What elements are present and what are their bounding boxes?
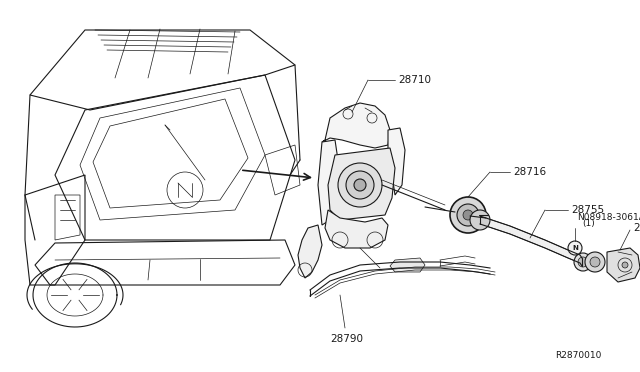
Text: 28710: 28710 (398, 75, 431, 85)
Polygon shape (325, 210, 388, 248)
Circle shape (568, 241, 582, 255)
Polygon shape (390, 258, 425, 272)
Circle shape (354, 179, 366, 191)
Polygon shape (388, 128, 405, 195)
Circle shape (457, 204, 479, 226)
Text: 28716: 28716 (513, 167, 546, 177)
Text: N08918-3061A: N08918-3061A (577, 213, 640, 222)
Polygon shape (322, 103, 390, 148)
Circle shape (578, 257, 588, 267)
Circle shape (585, 252, 605, 272)
Text: (1): (1) (582, 219, 595, 228)
Text: R2870010: R2870010 (555, 351, 602, 360)
Text: 28755: 28755 (571, 205, 604, 215)
Circle shape (463, 210, 473, 220)
Polygon shape (328, 148, 395, 220)
Circle shape (590, 257, 600, 267)
Circle shape (470, 210, 490, 230)
Circle shape (346, 171, 374, 199)
Text: 28790: 28790 (330, 334, 363, 344)
Polygon shape (607, 248, 640, 282)
Circle shape (338, 163, 382, 207)
Circle shape (622, 262, 628, 268)
Polygon shape (480, 216, 582, 266)
Polygon shape (318, 140, 338, 225)
Circle shape (574, 253, 592, 271)
Text: 28782: 28782 (633, 223, 640, 233)
Text: N: N (572, 245, 578, 251)
Polygon shape (298, 225, 322, 278)
Circle shape (450, 197, 486, 233)
